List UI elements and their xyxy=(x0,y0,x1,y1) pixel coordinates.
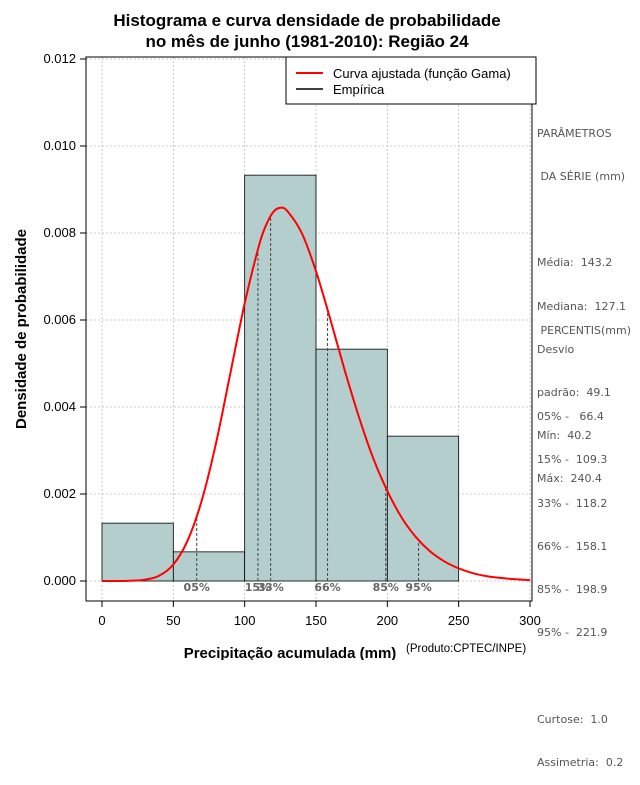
percentil-85: 85% - 198.9 xyxy=(537,583,608,597)
y-tick-label: 0.004 xyxy=(43,399,76,414)
histogram-bar xyxy=(172,551,246,582)
percentil-05: 05% - 66.4 xyxy=(537,410,604,424)
histogram-bar xyxy=(244,174,317,582)
y-tick-label: 0.002 xyxy=(43,486,76,501)
x-tick-label: 0 xyxy=(98,613,105,628)
percentile-lines xyxy=(196,216,420,581)
percentile-marker-label: 95% xyxy=(405,581,431,594)
percentile-marker-label: 66% xyxy=(314,581,340,594)
legend-box xyxy=(285,56,537,105)
stat-media: Média: 143.2 xyxy=(537,256,613,270)
x-tick-label: 300 xyxy=(519,613,541,628)
stat-min: Mín: 40.2 xyxy=(537,429,592,443)
percentis-panel: PERCENTIS(mm) 05% - 66.4 15% - 109.3 33%… xyxy=(537,295,631,785)
stat-curtose: Curtose: 1.0 xyxy=(537,712,608,726)
percentile-marker-label: 15% xyxy=(245,581,271,594)
x-tick-label: 150 xyxy=(305,613,327,628)
histogram-bar xyxy=(386,435,460,582)
histogram-chart: Histograma e curva densidade de probabil… xyxy=(13,11,541,660)
y-tick-label: 0.006 xyxy=(43,312,76,327)
legend-label-empirica: Empírica xyxy=(333,82,385,97)
percentile-marker-label: 85% xyxy=(373,581,399,594)
percentile-marker-label: 05% xyxy=(184,581,210,594)
percentil-66: 66% - 158.1 xyxy=(537,539,608,553)
stat-desvio-label: Desvio xyxy=(537,342,575,356)
percentil-95: 95% - 221.9 xyxy=(537,626,608,640)
parametros-heading-unit: DA SÉRIE (mm) xyxy=(537,170,626,184)
chart-title: Histograma e curva densidade de probabil… xyxy=(113,11,500,30)
x-tick-label: 200 xyxy=(376,613,398,628)
gamma-curve-line xyxy=(101,206,531,583)
y-tick-label: 0.000 xyxy=(43,573,76,588)
chart-subtitle: no mês de junho (1981-2010): Região 24 xyxy=(145,32,469,51)
y-tick-label: 0.012 xyxy=(43,51,76,66)
legend: Curva ajustada (função Gama) Empírica xyxy=(285,56,537,105)
x-tick-label: 100 xyxy=(234,613,256,628)
y-axis: 0.000 0.002 0.004 0.006 0.008 0.010 0.012 xyxy=(43,51,86,588)
percentile-labels: 05% 15%33% 66% 85% 95% xyxy=(184,581,432,594)
x-axis: 0 50 100 150 200 250 300 xyxy=(98,601,541,628)
stat-desvio-padrao: padrão: 49.1 xyxy=(537,386,611,400)
y-tick-label: 0.008 xyxy=(43,225,76,240)
x-tick-label: 250 xyxy=(448,613,470,628)
percentis-heading: PERCENTIS(mm) xyxy=(537,323,631,337)
y-tick-label: 0.010 xyxy=(43,138,76,153)
percentil-15: 15% - 109.3 xyxy=(537,453,608,467)
legend-label-curve: Curva ajustada (função Gama) xyxy=(333,66,511,81)
percentile-marker-label: 33% xyxy=(257,581,283,594)
parametros-heading: PARÂMETROS xyxy=(537,126,612,140)
stat-assimetria: Assimetria: 0.2 xyxy=(537,755,624,769)
y-axis-label: Densidade de probabilidade xyxy=(13,229,30,429)
credit-text: (Produto:CPTEC/INPE) xyxy=(406,643,526,655)
stat-max: Máx: 240.4 xyxy=(537,472,602,486)
parametros-panel: PARÂMETROS DA SÉRIE (mm) Média: 143.2 Me… xyxy=(537,98,626,501)
histogram-bars xyxy=(101,174,460,582)
histogram-bar xyxy=(101,522,174,582)
percentil-33: 33% - 118.2 xyxy=(537,496,608,510)
stat-mediana: Mediana: 127.1 xyxy=(537,299,626,313)
x-tick-label: 50 xyxy=(166,613,180,628)
x-axis-label: Precipitação acumulada (mm) xyxy=(184,645,397,660)
